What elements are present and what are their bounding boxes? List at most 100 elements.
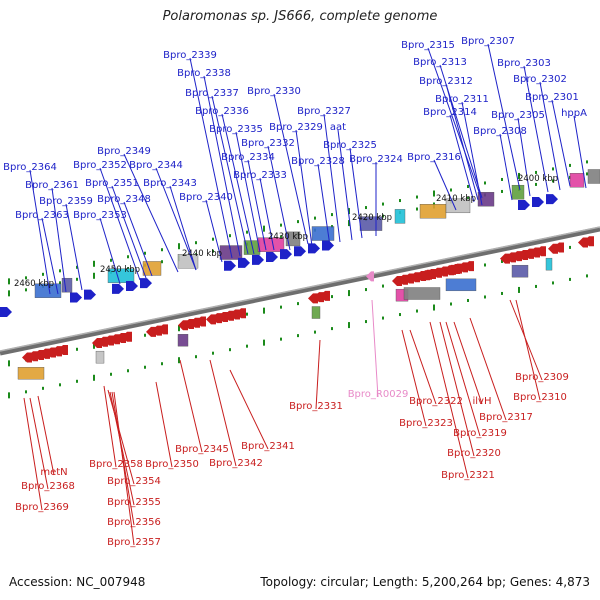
cog-strip	[587, 169, 600, 184]
leader-line	[295, 129, 313, 247]
tick-mark	[314, 330, 316, 334]
tick-mark	[501, 177, 503, 181]
leader-line	[113, 391, 135, 546]
reverse-gene-label: Bpro_2309	[515, 372, 569, 383]
forward-gene-label: Bpro_2351	[85, 178, 139, 189]
cog-strip	[419, 203, 447, 219]
leader-line	[515, 299, 541, 401]
reverse-gene-label: Bpro_2369	[15, 502, 69, 513]
leader-line	[99, 167, 141, 281]
leader-line	[449, 114, 475, 203]
tick-mark	[348, 208, 350, 215]
forward-gene-label: Bpro_2305	[491, 110, 545, 121]
leader-line	[453, 321, 483, 405]
forward-gene	[70, 292, 82, 303]
forward-gene-label: Bpro_2339	[163, 50, 217, 61]
tick-mark	[331, 295, 333, 299]
forward-gene-label: Bpro_2337	[185, 88, 239, 99]
forward-gene-label: Bpro_2363	[15, 210, 69, 221]
cog-strip	[142, 261, 162, 276]
leader-line	[221, 113, 255, 255]
tick-mark	[331, 327, 333, 331]
reverse-gene-label: Bpro_2319	[453, 428, 507, 439]
tick-mark	[263, 225, 265, 232]
tick-mark	[450, 188, 452, 192]
forward-gene-label: Bpro_2315	[401, 40, 455, 51]
leader-line	[211, 95, 249, 255]
tick-mark	[144, 251, 146, 255]
tick-mark	[161, 260, 163, 264]
forward-gene-label: Bpro_2333	[233, 170, 287, 181]
forward-gene-label: Bpro_2335	[209, 124, 263, 135]
leader-line	[99, 217, 121, 285]
tick-mark	[144, 365, 146, 369]
leader-line	[123, 201, 153, 277]
leader-line	[189, 57, 233, 259]
tick-mark	[569, 163, 571, 167]
tick-mark	[263, 339, 265, 346]
tick-mark	[552, 179, 554, 183]
cog-strip	[17, 367, 45, 380]
leader-line	[445, 83, 479, 201]
tick-mark	[382, 284, 384, 288]
tick-mark	[212, 237, 214, 241]
forward-gene-label: Bpro_2307	[461, 36, 515, 47]
forward-gene-label: aat	[330, 122, 346, 133]
scale-labels: 2400 kbp 2410 kbp 2420 kbp 2430 kbp 2440 kbp…	[14, 174, 558, 289]
leader-line	[433, 159, 457, 211]
leader-line	[123, 153, 179, 273]
tick-mark	[280, 305, 282, 309]
tick-mark	[246, 344, 248, 348]
cog-strip	[445, 278, 477, 292]
tick-mark	[416, 309, 418, 313]
forward-gene-label: Bpro_2348	[97, 194, 151, 205]
leader-line	[169, 185, 197, 271]
tick-mark	[76, 347, 78, 351]
scale-label: 2410 kbp	[436, 194, 476, 204]
tick-mark	[586, 274, 588, 278]
reverse-gene-label: Bpro_2331	[289, 401, 343, 412]
forward-gene	[0, 307, 12, 317]
tick-mark	[467, 184, 469, 188]
tick-mark	[25, 276, 27, 280]
forward-gene	[322, 240, 334, 251]
cog-strip	[177, 334, 189, 347]
leader-line	[65, 203, 83, 291]
tick-mark	[535, 170, 537, 174]
tick-mark	[365, 206, 367, 210]
forward-gene-label: Bpro_2301	[525, 92, 579, 103]
cog-strip	[394, 209, 406, 224]
forward-gene-label: Bpro_2324	[349, 154, 403, 165]
cog-strip	[511, 184, 525, 200]
forward-gene-label: Bpro_2352	[73, 160, 127, 171]
forward-gene-label: Bpro_2302	[513, 74, 567, 85]
leader-line	[317, 163, 331, 247]
scale-label: 2450 kbp	[100, 265, 140, 275]
tick-mark	[229, 348, 231, 352]
leader-line	[155, 381, 173, 468]
tick-mark	[76, 265, 78, 269]
leader-line	[445, 321, 481, 437]
tick-mark	[535, 284, 537, 288]
leader-line	[155, 167, 197, 271]
cog-strip	[107, 268, 135, 283]
tick-mark	[382, 202, 384, 206]
leader-line	[205, 199, 223, 263]
leader-line	[427, 47, 481, 196]
cog-strip	[445, 198, 471, 214]
cog-strip	[569, 172, 585, 188]
reverse-gene	[554, 242, 564, 253]
tick-mark	[416, 195, 418, 199]
cog-strip	[95, 350, 105, 364]
tick-mark	[484, 295, 486, 299]
gene-labels: Bpro_2315 Bpro_2307 Bpro_2313 Bpro_2303 Bpro…	[3, 36, 587, 548]
leader-line	[469, 317, 507, 421]
tick-mark	[552, 167, 554, 171]
reverse-gene-label: Bpro_2354	[107, 476, 161, 487]
reverse-gene	[122, 331, 132, 342]
tick-mark	[348, 322, 350, 329]
forward-gene	[518, 199, 530, 210]
tick-mark	[314, 216, 316, 220]
forward-gene	[126, 280, 138, 291]
leader-line	[429, 321, 469, 479]
